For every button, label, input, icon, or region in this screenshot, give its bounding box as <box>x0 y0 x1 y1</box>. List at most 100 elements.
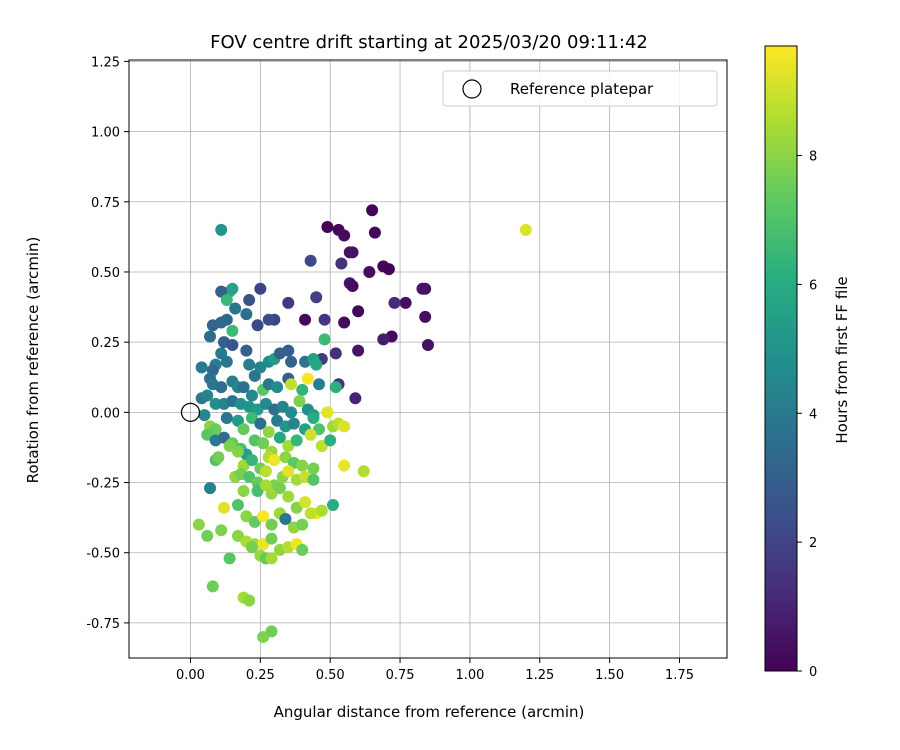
scatter-point <box>215 223 228 236</box>
scatter-point <box>237 381 250 394</box>
scatter-point <box>265 532 278 545</box>
scatter-point <box>296 543 309 556</box>
scatter-point <box>279 513 292 526</box>
scatter-point <box>321 221 334 234</box>
y-tick-label: 1.25 <box>91 55 120 70</box>
scatter-point <box>299 496 312 509</box>
scatter-point <box>204 330 217 343</box>
scatter-point <box>338 420 351 433</box>
colorbar-tick-label: 4 <box>809 407 817 422</box>
scatter-point <box>299 313 312 326</box>
y-tick-label: 0.50 <box>91 266 120 281</box>
scatter-point <box>215 347 228 360</box>
scatter-point <box>273 431 286 444</box>
scatter-point <box>352 305 365 318</box>
scatter-point <box>338 229 351 242</box>
scatter-point <box>265 552 278 565</box>
scatter-point <box>324 434 337 447</box>
scatter-point <box>318 313 331 326</box>
scatter-point <box>212 451 225 464</box>
scatter-point <box>338 459 351 472</box>
y-tick-label: -0.25 <box>86 477 120 492</box>
x-tick-label: 0.25 <box>246 668 275 683</box>
scatter-point <box>301 372 314 385</box>
scatter-point <box>251 319 264 332</box>
scatter-point <box>226 324 239 337</box>
scatter-point <box>419 282 432 295</box>
scatter-point <box>422 338 434 351</box>
scatter-point <box>215 381 228 394</box>
scatter-point <box>307 411 320 424</box>
scatter-point <box>310 291 323 304</box>
colorbar: 0 2 4 6 8 Hours from first FF file <box>764 45 851 680</box>
legend: Reference platepar <box>442 70 718 107</box>
scatter-point <box>352 344 365 357</box>
y-tick-label: 1.00 <box>91 126 120 141</box>
scatter-point <box>268 454 281 467</box>
scatter-point <box>215 524 228 537</box>
scatter-point <box>285 355 298 368</box>
scatter-point <box>243 358 256 371</box>
colorbar-label: Hours from first FF file <box>833 276 851 443</box>
scatter-point <box>201 529 214 542</box>
scatter-point <box>357 465 370 478</box>
scatter-point <box>287 417 300 430</box>
scatter-point <box>285 378 298 391</box>
x-tick-label: 0.00 <box>176 668 205 683</box>
scatter-point <box>231 414 244 427</box>
legend-box <box>442 70 718 107</box>
data-points <box>192 204 532 643</box>
scatter-point <box>215 285 228 298</box>
colorbar-tick-label: 8 <box>809 150 817 165</box>
scatter-point <box>326 498 339 511</box>
scatter-point <box>265 518 278 531</box>
colorbar-tick-label: 6 <box>809 278 817 293</box>
scatter-point <box>254 417 267 430</box>
scatter-point <box>243 594 256 607</box>
scatter-point <box>363 265 376 278</box>
scatter-point <box>282 296 295 309</box>
scatter-point <box>262 425 275 438</box>
scatter-point <box>282 490 295 503</box>
scatter-point <box>321 406 334 419</box>
scatter-point <box>245 389 258 402</box>
scatter-point <box>240 308 253 321</box>
scatter-point <box>271 381 284 394</box>
scatter-point <box>231 498 244 511</box>
scatter-point <box>388 296 401 309</box>
scatter-point <box>304 507 317 520</box>
scatter-point <box>259 479 272 492</box>
x-tick-label: 0.75 <box>386 668 415 683</box>
scatter-point <box>273 347 286 360</box>
scatter-point <box>338 316 351 329</box>
scatter-point <box>304 428 317 441</box>
scatter-point <box>282 465 295 478</box>
scatter-point <box>257 510 270 523</box>
chart-title: FOV centre drift starting at 2025/03/20 … <box>210 32 648 53</box>
scatter-point <box>310 358 323 371</box>
y-tick-label: 0.25 <box>91 336 120 351</box>
scatter-point <box>237 484 250 497</box>
scatter-point <box>223 552 236 565</box>
scatter-point <box>349 392 362 405</box>
reference-platepar-marker <box>180 402 201 422</box>
scatter-point <box>204 482 217 495</box>
plot-frame <box>128 59 728 659</box>
scatter-point <box>399 296 412 309</box>
scatter-point <box>377 333 390 346</box>
legend-reference-marker <box>462 79 482 99</box>
scatter-point <box>346 246 359 259</box>
scatter-point <box>209 397 222 410</box>
scatter-point <box>273 482 286 495</box>
scatter-point <box>229 302 242 315</box>
scatter-point <box>237 423 250 436</box>
scatter-point <box>201 389 214 402</box>
scatter-point <box>346 280 359 293</box>
scatter-point <box>220 355 233 368</box>
y-axis-label: Rotation from reference (arcmin) <box>24 237 42 484</box>
scatter-point <box>313 378 326 391</box>
scatter-point <box>226 282 239 295</box>
x-tick-label: 1.50 <box>595 668 624 683</box>
scatter-point <box>307 473 320 486</box>
